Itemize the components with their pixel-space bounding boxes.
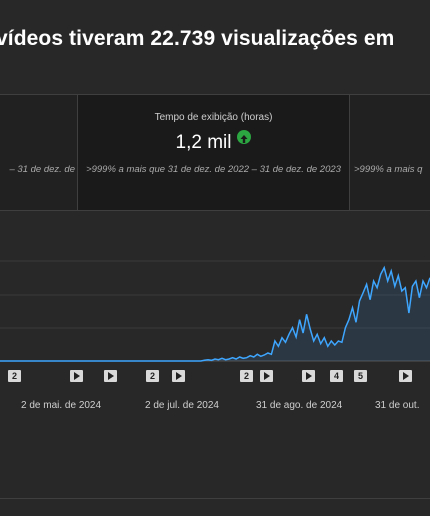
page-headline: vídeos tiveram 22.739 visualizações em xyxy=(0,27,395,50)
x-tick-label: 31 de out. xyxy=(375,400,420,411)
video-count-marker[interactable]: 2 xyxy=(146,370,159,382)
metric-card-watch-time[interactable]: Tempo de exibição (horas) 1,2 mil >999% … xyxy=(78,95,349,210)
chart-series-line xyxy=(0,265,430,362)
metric-compare-text: >999% a mais que 31 de dez. de 2022 – 31… xyxy=(86,164,341,175)
x-tick-label: 31 de ago. de 2024 xyxy=(256,400,343,411)
arrow-up-icon xyxy=(237,130,252,144)
stats-divider xyxy=(0,210,430,211)
chart-grid xyxy=(0,260,430,362)
footer-divider xyxy=(0,498,430,499)
video-count-marker[interactable]: 4 xyxy=(330,370,343,382)
watch-time-chart[interactable] xyxy=(0,250,430,390)
video-marker-icon[interactable] xyxy=(104,370,117,382)
video-marker-icon[interactable] xyxy=(260,370,273,382)
metric-compare-text: >999% a mais q xyxy=(354,164,423,175)
metric-compare-text: – 31 de dez. de xyxy=(9,164,76,175)
header-divider xyxy=(0,94,430,95)
video-count-marker[interactable]: 5 xyxy=(354,370,367,382)
video-marker-icon[interactable] xyxy=(302,370,315,382)
metric-label: Tempo de exibição (horas) xyxy=(154,112,273,123)
x-tick-label: 2 de jul. de 2024 xyxy=(145,400,219,411)
video-marker-icon[interactable] xyxy=(172,370,185,382)
metric-card-subscribers[interactable]: >999% a mais q xyxy=(349,95,430,210)
video-marker-icon[interactable] xyxy=(399,370,412,382)
x-tick-label: 2 de mai. de 2024 xyxy=(21,400,102,411)
video-marker-icon[interactable] xyxy=(70,370,83,382)
metrics-cards: – 31 de dez. de Tempo de exibição (horas… xyxy=(0,95,430,210)
video-count-marker[interactable]: 2 xyxy=(240,370,253,382)
video-count-marker[interactable]: 2 xyxy=(8,370,21,382)
metric-value: 1,2 mil xyxy=(175,132,232,153)
metric-value-row: 1,2 mil xyxy=(78,130,349,154)
metric-card-views[interactable]: – 31 de dez. de xyxy=(0,95,78,210)
chart-area-fill xyxy=(0,267,430,361)
